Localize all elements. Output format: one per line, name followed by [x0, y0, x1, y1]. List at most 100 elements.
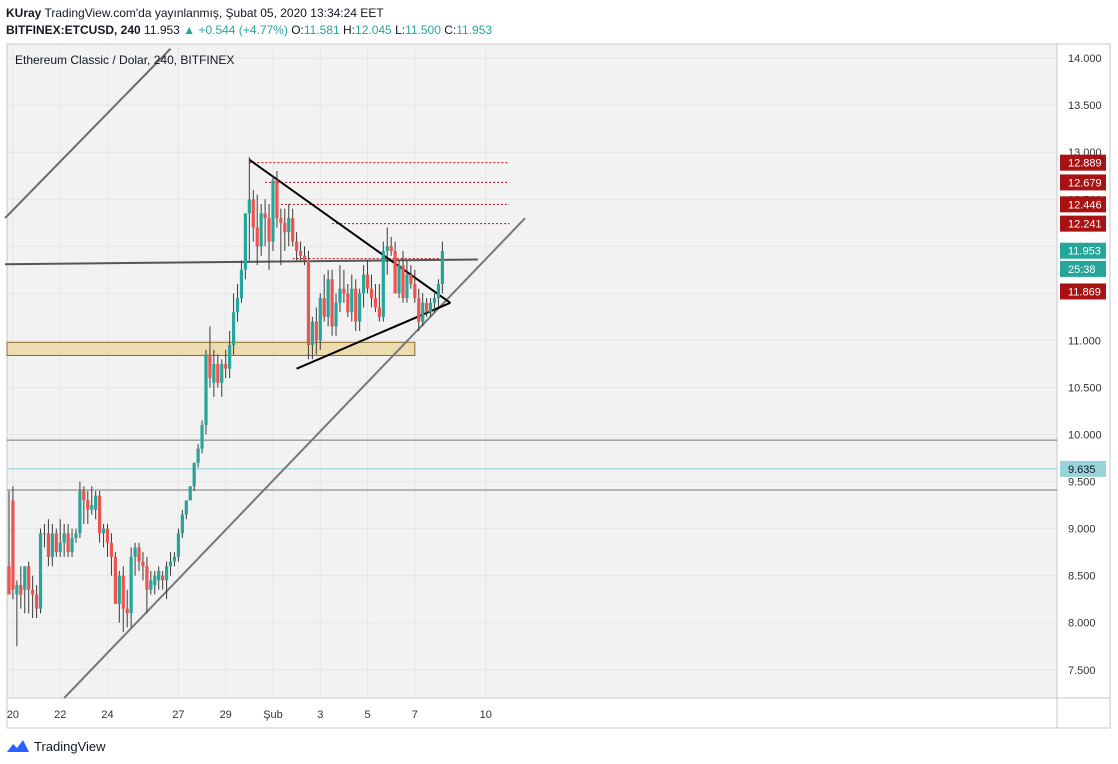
candle-down	[54, 533, 58, 553]
candle-down	[417, 298, 421, 322]
candle-up	[180, 514, 184, 534]
candle-down	[105, 528, 110, 543]
candle-up	[42, 533, 47, 535]
candle-down	[27, 566, 31, 590]
x-tick-label: 7	[412, 709, 418, 721]
candle-up	[326, 279, 330, 317]
x-tick-label: 29	[220, 709, 232, 721]
triangle-line	[248, 158, 451, 304]
price-tag	[1060, 283, 1106, 300]
candle-down	[113, 556, 117, 604]
candle-up	[310, 321, 314, 346]
candle-down	[251, 199, 255, 228]
close-value: 11.953	[456, 23, 493, 37]
y-tick-label: 7.500	[1068, 665, 1096, 677]
candle-up	[157, 570, 161, 581]
y-tick-label: 9.000	[1068, 524, 1096, 536]
candle-up	[184, 500, 188, 515]
candle-up	[228, 345, 232, 369]
candle-down	[263, 213, 267, 219]
candle-down	[7, 566, 11, 595]
candle-down	[302, 255, 307, 261]
footer: TradingView	[6, 736, 106, 756]
candle-down	[275, 180, 279, 219]
candle-up	[358, 293, 362, 322]
x-tick-label: 22	[54, 709, 66, 721]
candle-up	[247, 199, 251, 214]
low-value: 11.500	[405, 23, 441, 37]
candle-up	[188, 486, 192, 501]
candle-down	[401, 265, 405, 299]
brand-name: TradingView	[34, 738, 106, 754]
candle-up	[334, 302, 338, 327]
candle-up	[58, 542, 62, 553]
candle-down	[279, 218, 283, 223]
candle-down	[141, 561, 145, 567]
candle-up	[176, 533, 181, 557]
candle-up	[38, 533, 43, 609]
trendline	[63, 217, 526, 699]
candle-up	[129, 556, 133, 614]
price-tag	[1060, 260, 1106, 277]
candle-down	[346, 293, 350, 313]
open-label: O:	[291, 23, 304, 37]
candle-up	[94, 495, 98, 510]
candle-down	[82, 490, 86, 501]
high-value: 12.045	[355, 23, 392, 37]
symbol-label: BITFINEX:ETCUSD, 240	[6, 23, 141, 37]
price-tag-text: 25:38	[1068, 264, 1096, 276]
price-tag	[1060, 174, 1106, 191]
candle-down	[342, 288, 346, 294]
candle-up	[271, 180, 275, 242]
y-tick-label: 9.500	[1068, 477, 1096, 489]
price-tag-text: 11.869	[1068, 286, 1101, 298]
candle-down	[314, 321, 318, 341]
price-tag-text: 11.953	[1068, 246, 1101, 258]
candle-up	[192, 462, 196, 487]
candle-down	[161, 575, 165, 581]
candle-down	[425, 302, 429, 313]
candle-up	[74, 533, 78, 539]
candle-down	[369, 288, 374, 299]
y-tick-label: 11.000	[1068, 335, 1101, 347]
candle-up	[204, 354, 208, 426]
candle-down	[125, 608, 129, 614]
x-tick-label: 27	[172, 709, 184, 721]
candle-down	[267, 218, 271, 242]
plot-background	[7, 44, 1057, 698]
candle-down	[46, 533, 50, 557]
author-name: KUray	[6, 6, 42, 20]
price-tag	[1060, 196, 1106, 213]
tradingview-logo-icon	[7, 740, 29, 752]
close-label: C:	[444, 23, 457, 37]
candle-up	[432, 298, 437, 303]
candle-down	[354, 288, 358, 322]
price-tag-text: 12.679	[1068, 177, 1102, 189]
candle-down	[291, 218, 295, 242]
candle-up	[381, 251, 385, 317]
candle-down	[66, 533, 70, 553]
candle-up	[318, 298, 322, 341]
candle-down	[377, 307, 381, 317]
candle-down	[224, 363, 228, 369]
candle-down	[121, 575, 125, 609]
candle-up	[385, 246, 389, 252]
candle-up	[101, 528, 106, 534]
high-label: H:	[343, 23, 356, 37]
candle-up	[165, 566, 169, 581]
candle-up	[428, 302, 433, 313]
candle-up	[421, 302, 425, 322]
candle-down	[373, 298, 378, 308]
ohlc-legend: BITFINEX:ETCUSD, 240 11.953 ▲ +0.544 (+4…	[6, 23, 492, 37]
candle-down	[145, 566, 149, 590]
price-tag	[1060, 215, 1106, 232]
candle-up	[259, 213, 263, 247]
candle-down	[298, 251, 303, 256]
candle-up	[243, 213, 247, 270]
candle-down	[389, 246, 393, 252]
candle-up	[78, 490, 82, 534]
low-label: L:	[395, 23, 406, 37]
candle-up	[212, 363, 216, 383]
candle-down	[322, 298, 326, 317]
